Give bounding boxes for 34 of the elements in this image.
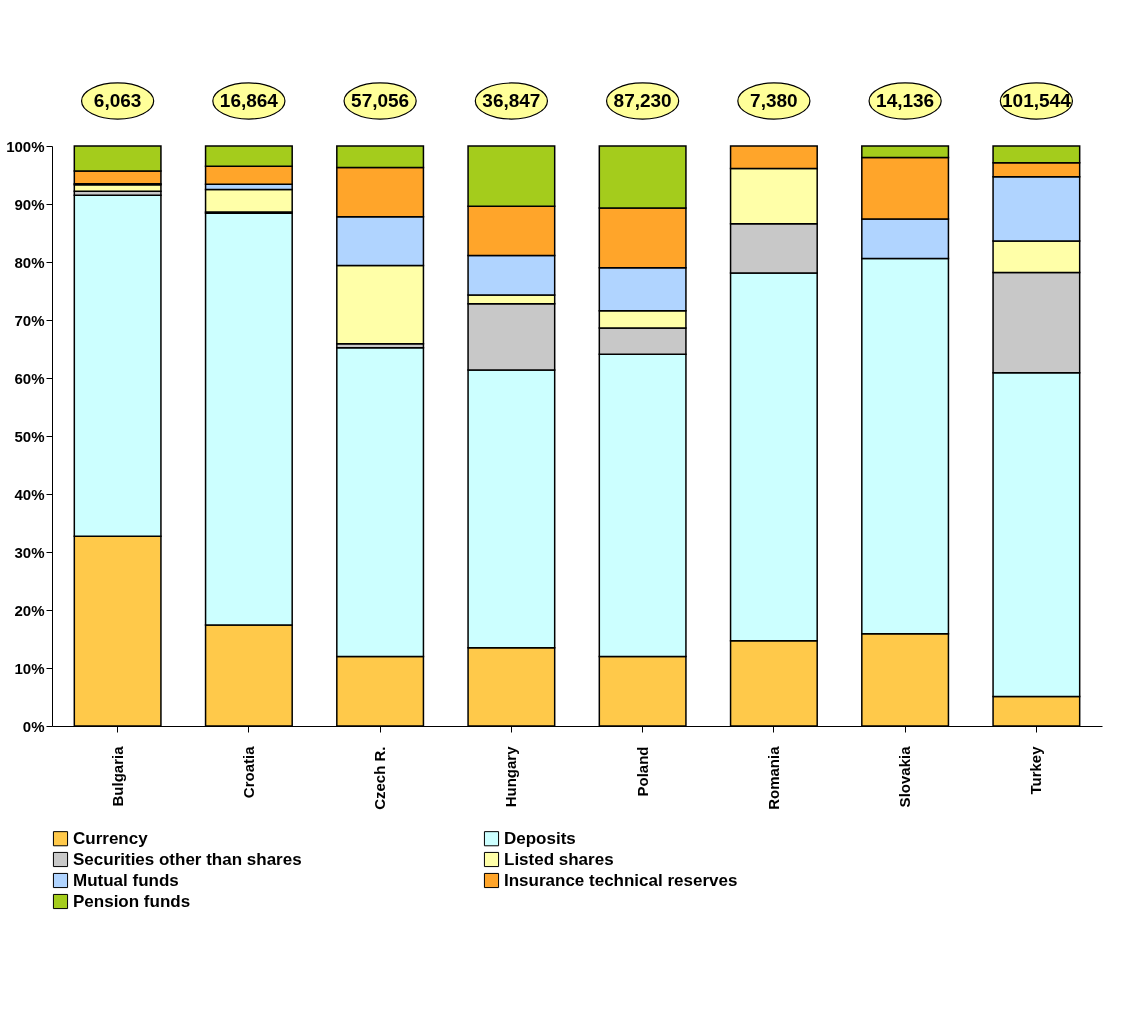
x-tick-label: Turkey — [1027, 745, 1045, 795]
y-tick-label: 40% — [14, 485, 45, 503]
y-tick-label: 80% — [14, 253, 45, 271]
x-tick-label: Romania — [764, 745, 782, 810]
legend-label: Mutual funds — [73, 870, 179, 890]
y-tick-label: 10% — [14, 659, 45, 677]
legend-label: Deposits — [504, 828, 576, 848]
x-tick-label: Hungary — [502, 745, 520, 808]
text: 14,136 — [876, 90, 935, 111]
x-tick-label: Croatia — [239, 745, 257, 799]
x-tick-label: Poland — [633, 746, 651, 797]
text: 87,230 — [613, 90, 672, 111]
x-tick-label: Czech R. — [371, 746, 389, 810]
y-tick-label: 20% — [14, 601, 45, 619]
x-tick-label: Bulgaria — [108, 745, 126, 807]
legend-label: Insurance technical reserves — [504, 870, 738, 890]
x-tick-label: Slovakia — [896, 745, 914, 808]
y-tick-label: 70% — [14, 311, 45, 329]
text: 101,544 — [1002, 90, 1072, 111]
text: 7,380 — [750, 90, 798, 111]
y-tick-label: 30% — [14, 543, 45, 561]
text: 36,847 — [482, 90, 541, 111]
y-tick-label: 50% — [14, 427, 45, 445]
y-tick-label: 100% — [6, 137, 45, 155]
text: 16,864 — [219, 90, 279, 111]
text: 57,056 — [351, 90, 410, 111]
y-tick-label: 60% — [14, 369, 45, 387]
y-tick-label: 0% — [22, 717, 45, 735]
legend-label: Currency — [73, 828, 149, 848]
legend-label: Pension funds — [73, 891, 191, 911]
y-tick-label: 90% — [14, 195, 45, 213]
legend-label: Listed shares — [504, 849, 614, 869]
text: 6,063 — [93, 90, 142, 111]
legend-label: Securities other than shares — [73, 849, 302, 869]
